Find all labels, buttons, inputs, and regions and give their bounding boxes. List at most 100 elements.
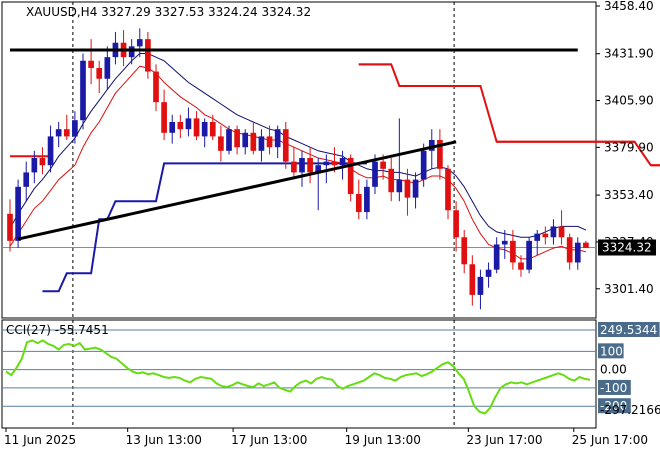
candle-body: [136, 39, 143, 47]
price-tick-label: 3301.40: [604, 282, 654, 296]
price-tick-label: 3458.40: [604, 0, 654, 13]
candle: [242, 129, 249, 155]
candle-body: [128, 46, 135, 58]
candle: [461, 230, 468, 274]
candle-body: [534, 233, 541, 241]
candle-body: [104, 57, 111, 79]
candle-body: [388, 168, 395, 193]
candle: [364, 179, 370, 220]
candle-body: [510, 240, 516, 263]
candle: [574, 237, 581, 270]
cci-tick-badge: [598, 379, 631, 395]
candle: [7, 199, 13, 252]
candle: [266, 125, 273, 155]
candle-body: [218, 136, 224, 151]
trendline: [17, 140, 457, 241]
candle-body: [355, 194, 362, 213]
candle-body: [404, 179, 411, 198]
cci-tick-badge: [598, 343, 624, 359]
candle: [128, 39, 135, 65]
candle-body: [542, 233, 549, 238]
cci-header: CCI(27) -55.7451: [6, 323, 109, 337]
candle-body: [380, 161, 386, 169]
candle: [388, 158, 395, 202]
candle: [542, 226, 549, 245]
candle-body: [39, 158, 46, 166]
candle: [274, 125, 281, 159]
candle: [282, 121, 289, 169]
candle: [177, 114, 184, 139]
candle-body: [469, 264, 476, 295]
candle: [145, 31, 151, 79]
candle: [437, 129, 443, 180]
candle-body: [161, 102, 167, 133]
candle-body: [15, 186, 21, 241]
cci-tick-label: -200: [600, 399, 627, 413]
cci-tick-badge: [598, 322, 660, 337]
price-tick-label: 3431.90: [604, 47, 654, 61]
candle: [47, 125, 54, 173]
candle: [88, 39, 94, 85]
candle-body: [299, 158, 305, 173]
candle: [226, 125, 232, 155]
candle-body: [23, 172, 30, 187]
candle-body: [7, 213, 13, 241]
candle: [339, 150, 346, 180]
candle: [15, 179, 21, 249]
x-tick-label: 25 Jun 17:00: [572, 433, 648, 447]
cci-tick-badge: [598, 398, 631, 414]
candle: [477, 269, 484, 310]
candle: [218, 125, 224, 162]
candle: [55, 121, 62, 148]
candle: [153, 64, 159, 112]
candle-body: [331, 161, 338, 166]
candle-body: [518, 262, 524, 270]
candle: [510, 230, 516, 270]
candle: [39, 147, 46, 175]
candle-body: [258, 136, 265, 151]
candle-body: [250, 132, 257, 151]
candle: [80, 53, 86, 130]
candle: [209, 114, 216, 140]
candle-body: [209, 121, 216, 137]
candle: [120, 30, 127, 67]
cci-tick-label: 0.00: [600, 363, 627, 377]
candle-body: [453, 210, 459, 238]
trendlines: [10, 48, 578, 241]
candle-body: [347, 158, 354, 195]
candle-body: [177, 121, 184, 130]
price-frame: [1, 1, 597, 319]
candle: [185, 107, 192, 137]
candle: [534, 230, 541, 256]
candle: [526, 237, 532, 274]
candle-body: [31, 158, 38, 173]
candle: [404, 168, 411, 216]
candle: [250, 121, 257, 155]
candle-body: [72, 120, 78, 137]
candle-body: [339, 158, 346, 166]
candle: [355, 179, 362, 220]
candle-body: [234, 129, 240, 148]
candle-body: [266, 136, 273, 148]
candle: [501, 230, 508, 259]
candle-body: [307, 158, 313, 173]
candle-body: [566, 237, 573, 263]
candle-body: [55, 129, 62, 137]
candle: [518, 255, 524, 277]
candle-body: [420, 150, 427, 180]
candle-body: [558, 226, 565, 238]
candle: [23, 161, 30, 202]
candle: [299, 150, 305, 187]
x-tick-label: 19 Jun 13:00: [345, 433, 421, 447]
x-tick-label: 17 Jun 13:00: [231, 433, 307, 447]
candle-body: [96, 67, 103, 79]
candle: [104, 46, 111, 90]
candle: [453, 201, 459, 252]
x-tick-label: 23 Jun 17:00: [466, 433, 542, 447]
candle-body: [193, 118, 200, 137]
price-tick-label: 3405.90: [604, 94, 654, 108]
candle-body: [242, 132, 249, 148]
candle-body: [274, 129, 281, 148]
candle-body: [153, 71, 159, 103]
candle-body: [412, 179, 419, 198]
